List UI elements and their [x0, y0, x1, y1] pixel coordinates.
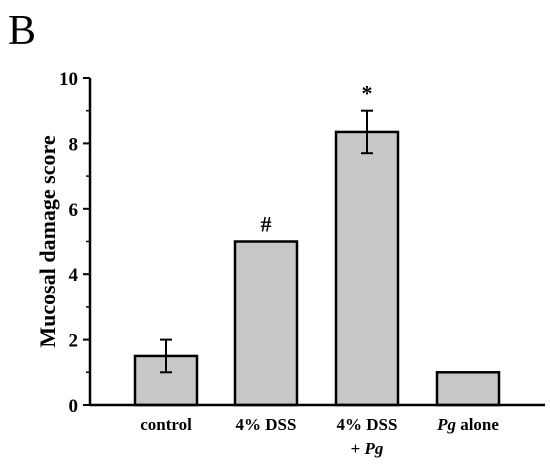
- bars-layer: [133, 109, 501, 407]
- axes-layer: [83, 77, 545, 407]
- category-label-1: 4% DSS: [236, 415, 297, 434]
- category-label-2-line2: + Pg: [351, 439, 384, 458]
- category-label-2: 4% DSS: [337, 415, 398, 434]
- y-tick-label-4: 4: [69, 265, 79, 286]
- category-label-3: Pg alone: [436, 415, 499, 434]
- y-tick-label-6: 6: [69, 200, 79, 221]
- panel-label: B: [8, 8, 36, 54]
- bar-1: [233, 240, 299, 407]
- y-tick-label-2: 2: [69, 331, 79, 352]
- significance-marker-1: #: [261, 212, 272, 237]
- bar-2: [334, 130, 400, 407]
- y-tick-label-0: 0: [69, 396, 79, 417]
- significance-marker-2: *: [362, 81, 373, 106]
- category-label-0: control: [140, 415, 192, 434]
- labels-layer: control #4% DSS * 4% DSS + Pg Pg alone 0 2 4 6 8 10: [59, 69, 499, 458]
- bar-3: [435, 371, 501, 407]
- y-tick-label-10: 10: [59, 69, 78, 90]
- y-tick-label-8: 8: [69, 134, 79, 155]
- y-axis-label: Mucosal damage score: [35, 135, 60, 347]
